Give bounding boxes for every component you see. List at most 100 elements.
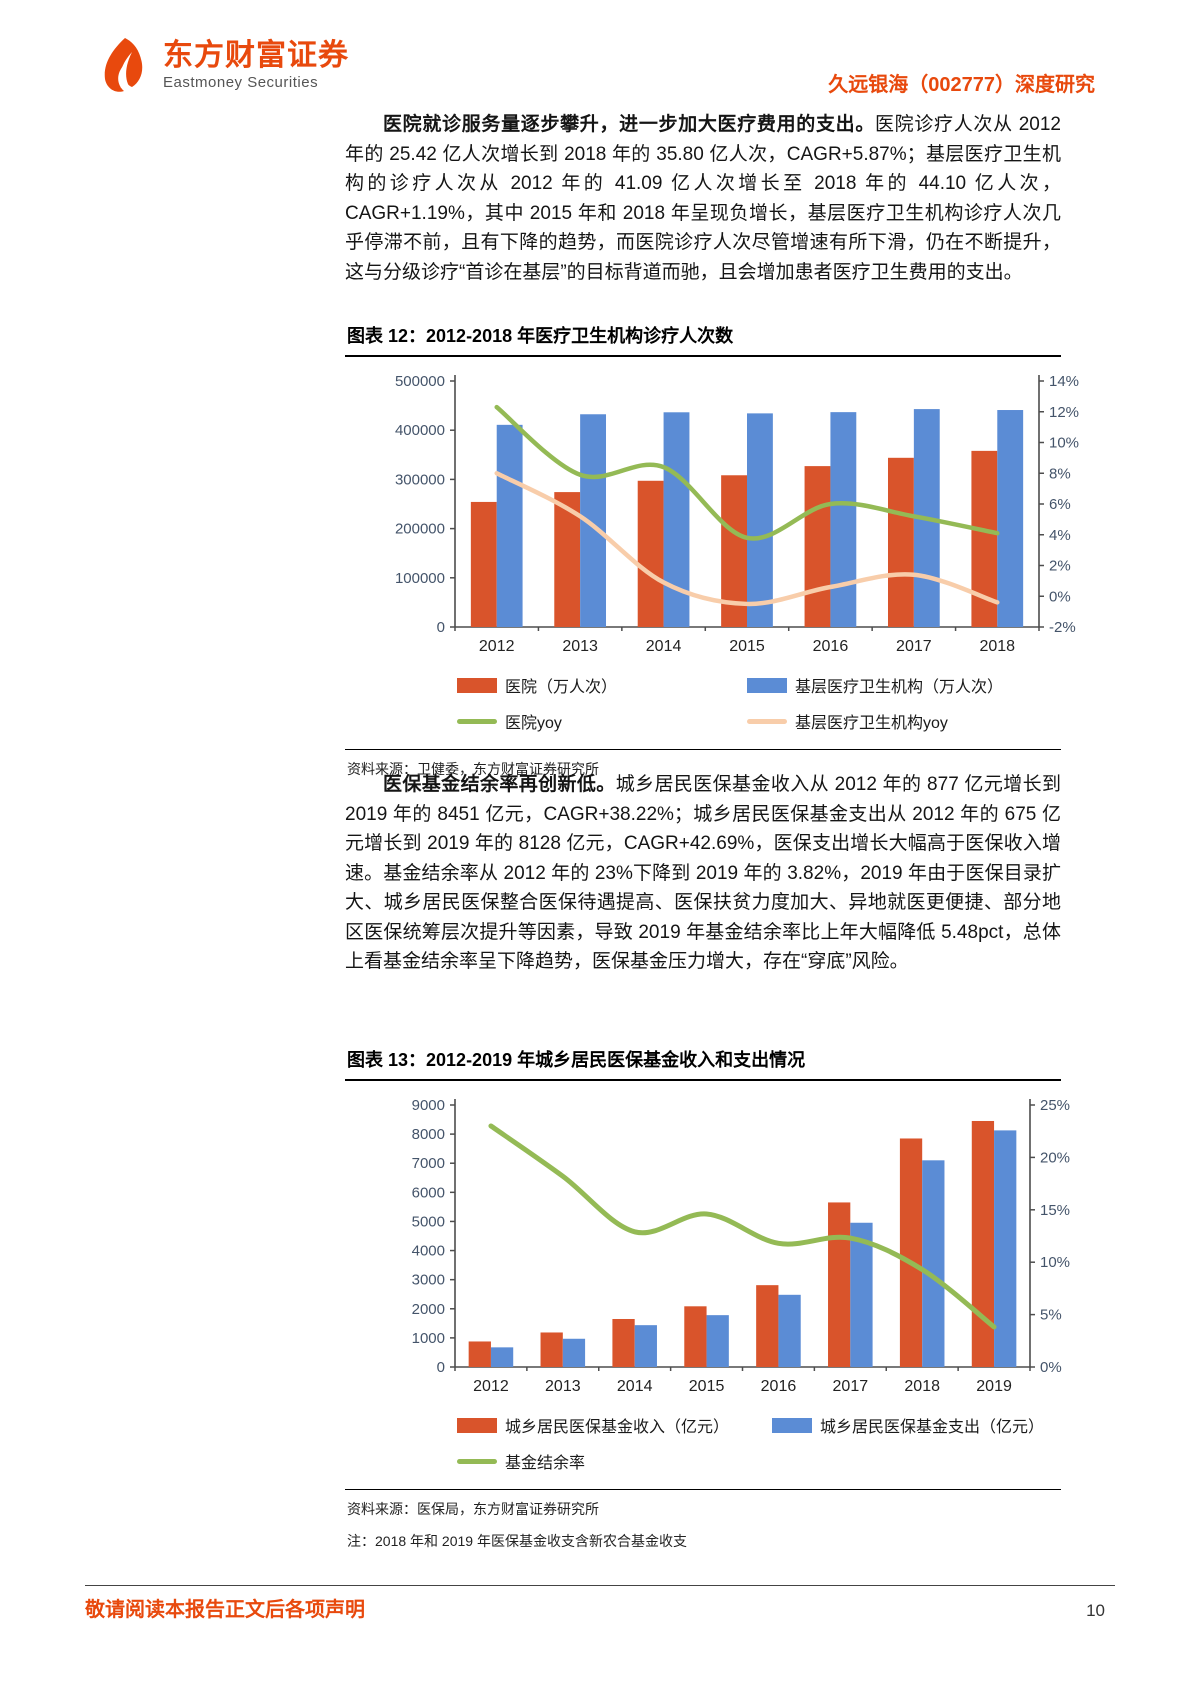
svg-text:400000: 400000 xyxy=(395,422,445,439)
svg-text:0: 0 xyxy=(437,619,445,636)
svg-text:8%: 8% xyxy=(1049,465,1071,482)
figure-12: 图表 12：2012-2018 年医疗卫生机构诊疗人次数 0 100000 2000… xyxy=(345,322,1079,779)
bar-legend-swatch xyxy=(457,677,497,693)
svg-text:8000: 8000 xyxy=(412,1126,445,1143)
figure-13-legend: 城乡居民医保基金收入（亿元） 城乡居民医保基金支出（亿元） 基金结余率 xyxy=(457,1413,1061,1473)
legend-label: 医院（万人次） xyxy=(505,679,618,696)
bar-2016 xyxy=(804,466,831,627)
legend-item: 基层医疗卫生机构yoy xyxy=(747,709,1061,733)
eastmoney-logo-icon xyxy=(104,38,143,92)
bar-2017 xyxy=(887,457,914,627)
bar-2019 xyxy=(994,1130,1017,1367)
legend-label: 城乡居民医保基金支出（亿元） xyxy=(820,1419,1045,1436)
svg-text:100000: 100000 xyxy=(395,570,445,587)
bar-2017 xyxy=(828,1202,851,1367)
bar-2017 xyxy=(850,1222,873,1367)
svg-text:3000: 3000 xyxy=(412,1272,445,1289)
svg-text:2013: 2013 xyxy=(545,1378,581,1395)
bar-2013 xyxy=(540,1332,563,1367)
svg-text:2018: 2018 xyxy=(979,638,1015,655)
svg-text:300000: 300000 xyxy=(395,471,445,488)
brand-logo: 东方财富证券 Eastmoney Securities xyxy=(95,36,349,94)
line-legend-swatch xyxy=(457,718,497,724)
figure-13-chart-area: 0 1000 2000 3000 4000 5000 6000 7000 8000 9000 0% 5… xyxy=(345,1081,1070,1473)
paragraph-lead: 医保基金结余率再创新低。 xyxy=(383,774,616,795)
bar-2012 xyxy=(470,501,497,627)
svg-text:-2%: -2% xyxy=(1049,619,1076,636)
legend-label: 基金结余率 xyxy=(505,1455,586,1472)
paragraph-lead: 医院就诊服务量逐步攀升，进一步加大医疗费用的支出。 xyxy=(383,114,875,135)
report-title: 久远银海（002777）深度研究 xyxy=(828,74,1095,96)
bar-legend-swatch xyxy=(747,677,787,693)
svg-text:2014: 2014 xyxy=(646,638,682,655)
legend-label: 基层医疗卫生机构yoy xyxy=(795,715,948,732)
svg-text:2000: 2000 xyxy=(412,1301,445,1318)
svg-text:15%: 15% xyxy=(1040,1202,1070,1219)
svg-text:25%: 25% xyxy=(1040,1097,1070,1114)
bar-2015 xyxy=(747,413,773,627)
legend-item: 医院yoy xyxy=(457,709,737,733)
paragraph-hospital-visits: 医院就诊服务量逐步攀升，进一步加大医疗费用的支出。医院诊疗人次从 2012 年的… xyxy=(345,110,1061,287)
brand-name-cn: 东方财富证券 xyxy=(163,38,349,72)
svg-text:4%: 4% xyxy=(1049,527,1071,544)
line-series xyxy=(488,1123,997,1330)
figure-13-title: 图表 13：2012-2019 年城乡居民医保基金收入和支出情况 xyxy=(345,1046,1061,1081)
svg-text:10%: 10% xyxy=(1040,1254,1070,1271)
bar-2014 xyxy=(634,1325,657,1367)
divider xyxy=(345,749,1061,750)
legend-item: 基层医疗卫生机构（万人次） xyxy=(747,673,1061,697)
paragraph-medical-fund: 医保基金结余率再创新低。城乡居民医保基金收入从 2012 年的 877 亿元增长… xyxy=(345,770,1061,977)
svg-text:2012: 2012 xyxy=(473,1378,509,1395)
legend-label: 基层医疗卫生机构（万人次） xyxy=(795,679,1004,696)
svg-text:9000: 9000 xyxy=(412,1097,445,1114)
svg-text:5000: 5000 xyxy=(412,1213,445,1230)
svg-text:0%: 0% xyxy=(1049,588,1071,605)
page-footer: 敬请阅读本报告正文后各项声明 10 xyxy=(85,1593,1105,1622)
divider xyxy=(345,1489,1061,1490)
bar-2015 xyxy=(684,1306,707,1367)
bar-2018 xyxy=(899,1138,923,1367)
svg-text:200000: 200000 xyxy=(395,521,445,538)
svg-text:2016: 2016 xyxy=(761,1378,797,1395)
figure-12-chart-area: 0 100000 200000 300000 400000 500000 -2% 0% 2% 4%… xyxy=(345,357,1079,733)
combo-chart-visits: 0 100000 200000 300000 400000 500000 -2% 0% 2% 4%… xyxy=(395,373,1079,655)
line-series xyxy=(494,404,1000,541)
bar-2015 xyxy=(706,1315,729,1367)
svg-text:1000: 1000 xyxy=(412,1330,445,1347)
svg-text:5%: 5% xyxy=(1040,1307,1062,1324)
legend-item: 城乡居民医保基金收入（亿元） xyxy=(457,1413,762,1437)
bar-2012 xyxy=(468,1341,491,1367)
svg-text:10%: 10% xyxy=(1049,435,1079,452)
bar-2019 xyxy=(971,1120,995,1367)
page-number: 10 xyxy=(1086,1601,1105,1620)
bar-legend-swatch xyxy=(772,1417,812,1433)
bar-2018 xyxy=(997,410,1024,627)
svg-text:2017: 2017 xyxy=(833,1378,869,1395)
bar-2016 xyxy=(756,1285,779,1367)
figure-13-source: 资料来源：医保局，东方财富证券研究所 xyxy=(347,1501,599,1517)
line-legend-swatch xyxy=(747,718,787,724)
svg-text:2018: 2018 xyxy=(904,1378,940,1395)
bar-2016 xyxy=(830,412,857,627)
svg-text:500000: 500000 xyxy=(395,373,445,390)
brand-text: 东方财富证券 Eastmoney Securities xyxy=(163,39,349,92)
brand-name-en: Eastmoney Securities xyxy=(163,73,319,91)
svg-text:2%: 2% xyxy=(1049,558,1071,575)
svg-text:2017: 2017 xyxy=(896,638,932,655)
legend-item: 基金结余率 xyxy=(457,1449,762,1473)
figure-12-source: 资料来源：卫健委，东方财富证券研究所 xyxy=(347,761,599,777)
figure-12-title: 图表 12：2012-2018 年医疗卫生机构诊疗人次数 xyxy=(345,322,1061,357)
bar-2014 xyxy=(637,480,664,627)
svg-text:2016: 2016 xyxy=(813,638,849,655)
svg-text:0%: 0% xyxy=(1040,1359,1062,1376)
svg-text:12%: 12% xyxy=(1049,404,1079,421)
svg-text:2015: 2015 xyxy=(729,638,765,655)
legend-label: 城乡居民医保基金收入（亿元） xyxy=(505,1419,730,1436)
svg-text:2015: 2015 xyxy=(689,1378,725,1395)
line-series xyxy=(494,471,1000,607)
legend-item: 医院（万人次） xyxy=(457,673,737,697)
svg-text:0: 0 xyxy=(437,1359,445,1376)
figure-12-legend: 医院（万人次） 基层医疗卫生机构（万人次） 医院yoy 基层医疗卫生机构yoy xyxy=(457,673,1061,733)
footer-disclaimer: 敬请阅读本报告正文后各项声明 xyxy=(85,1599,365,1621)
